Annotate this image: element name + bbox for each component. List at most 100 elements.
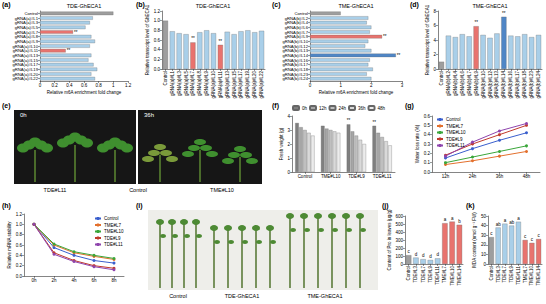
svg-text:TME#L10: TME#L10 — [446, 130, 466, 135]
svg-text:gRNA(a)#L17: gRNA(a)#L17 — [238, 71, 243, 99]
svg-text:0.4: 0.4 — [154, 47, 161, 52]
svg-text:a: a — [451, 216, 454, 221]
svg-text:gRNA(b)#L7: gRNA(b)#L7 — [467, 71, 472, 97]
svg-text:Control: Control — [104, 216, 119, 221]
svg-text:(k): (k) — [466, 202, 475, 210]
svg-text:TDE#L7: TDE#L7 — [421, 266, 426, 283]
svg-text:1.2: 1.2 — [154, 9, 161, 14]
svg-text:gRNA(a)#L19: gRNA(a)#L19 — [245, 71, 250, 99]
svg-text:3: 3 — [287, 128, 290, 133]
svg-text:c: c — [408, 249, 411, 254]
svg-text:0.8: 0.8 — [154, 28, 161, 33]
svg-text:0.1: 0.1 — [424, 160, 431, 165]
svg-text:gRNA(a)#L8: gRNA(a)#L8 — [197, 71, 202, 97]
svg-text:TDE#L9: TDE#L9 — [509, 266, 514, 283]
svg-text:(i): (i) — [136, 202, 143, 210]
svg-text:200: 200 — [395, 246, 403, 251]
svg-text:0.8: 0.8 — [96, 83, 103, 88]
svg-text:TME#L7: TME#L7 — [523, 266, 528, 284]
svg-text:gRNA(a)#L13: gRNA(a)#L13 — [225, 71, 230, 99]
svg-text:0.4: 0.4 — [16, 253, 23, 258]
svg-text:**: ** — [502, 11, 506, 16]
svg-text:(b): (b) — [136, 1, 145, 9]
svg-text:b: b — [458, 219, 461, 224]
svg-text:gRNA(b)#L18: gRNA(b)#L18 — [522, 71, 527, 99]
svg-text:36h: 36h — [358, 106, 366, 111]
svg-text:TME#L10: TME#L10 — [210, 187, 234, 193]
svg-text:MDA content (nmol g⁻¹ FW): MDA content (nmol g⁻¹ FW) — [472, 212, 477, 268]
svg-text:0.2: 0.2 — [154, 57, 161, 62]
svg-text:**: ** — [67, 48, 71, 53]
svg-text:TME#L10: TME#L10 — [321, 174, 341, 179]
svg-text:gRNA(b)#L6: gRNA(b)#L6 — [460, 71, 465, 97]
svg-text:TME#L10: TME#L10 — [104, 229, 124, 234]
svg-text:0.6: 0.6 — [424, 114, 431, 119]
svg-text:**: ** — [74, 30, 78, 35]
svg-text:gRNA(a)#L20: gRNA(a)#L20 — [252, 71, 257, 99]
svg-text:0: 0 — [433, 67, 436, 72]
svg-text:2: 2 — [370, 83, 373, 88]
svg-text:40: 40 — [481, 223, 487, 228]
svg-text:**: ** — [347, 118, 351, 123]
svg-text:gRNA(a)#L3: gRNA(a)#L3 — [177, 71, 182, 97]
svg-text:**: ** — [397, 53, 401, 58]
svg-text:1.2: 1.2 — [16, 212, 23, 217]
svg-text:TME#L7: TME#L7 — [446, 124, 464, 129]
svg-text:a: a — [444, 217, 447, 222]
svg-text:gRNA(b)#L10: gRNA(b)#L10 — [481, 71, 486, 99]
svg-text:**: ** — [474, 20, 478, 25]
svg-text:2: 2 — [287, 142, 290, 147]
svg-text:gRNA(b)#L12: gRNA(b)#L12 — [488, 71, 493, 99]
svg-text:TDE#L7: TDE#L7 — [502, 266, 507, 283]
svg-text:TDE#L11: TDE#L11 — [104, 242, 123, 247]
svg-text:0.5: 0.5 — [424, 123, 431, 128]
svg-text:0: 0 — [483, 262, 486, 267]
svg-text:TME#L14: TME#L14 — [536, 266, 541, 286]
svg-text:0.2: 0.2 — [16, 263, 23, 268]
svg-text:Control: Control — [446, 117, 461, 122]
svg-text:(e): (e) — [2, 102, 11, 110]
svg-text:gRNA(a)#L22: gRNA(a)#L22 — [259, 71, 264, 99]
svg-text:TDE-GhECA1: TDE-GhECA1 — [196, 3, 231, 9]
svg-text:TDE#L9: TDE#L9 — [446, 137, 463, 142]
svg-text:0.8: 0.8 — [16, 232, 23, 237]
svg-text:gRNA(a)#L1: gRNA(a)#L1 — [170, 71, 175, 97]
svg-text:gRNA(a)#L10: gRNA(a)#L10 — [211, 71, 216, 99]
svg-text:500: 500 — [395, 222, 403, 227]
svg-text:a: a — [517, 216, 520, 221]
svg-text:TME#L7: TME#L7 — [104, 223, 122, 228]
svg-text:(c): (c) — [272, 1, 281, 9]
svg-text:gRNA(b)#L2: gRNA(b)#L2 — [446, 71, 451, 97]
svg-text:gRNA(b)#L16: gRNA(b)#L16 — [508, 71, 513, 99]
svg-text:c: c — [490, 231, 493, 236]
svg-text:0: 0 — [309, 83, 312, 88]
svg-text:4h: 4h — [71, 278, 77, 283]
svg-text:0.3: 0.3 — [424, 142, 431, 147]
svg-text:**: ** — [372, 120, 376, 125]
svg-text:0.0: 0.0 — [424, 170, 431, 175]
svg-text:d: d — [422, 253, 425, 258]
svg-text:TDE#L3: TDE#L3 — [413, 266, 418, 283]
svg-text:Control: Control — [406, 266, 411, 281]
svg-text:1: 1 — [112, 83, 115, 88]
svg-text:TDE#L11: TDE#L11 — [44, 187, 67, 193]
svg-text:0: 0 — [287, 170, 290, 175]
svg-text:TDE-GhECA1: TDE-GhECA1 — [225, 293, 260, 299]
svg-text:2: 2 — [433, 52, 436, 57]
svg-text:48h: 48h — [523, 174, 531, 179]
svg-text:TME#L10: TME#L10 — [450, 266, 455, 286]
svg-text:0h: 0h — [20, 112, 27, 118]
svg-text:gRNA(b)#L13: gRNA(b)#L13 — [494, 71, 499, 99]
svg-text:TDE#L11: TDE#L11 — [516, 266, 521, 285]
svg-text:Relative mRNA stability: Relative mRNA stability — [7, 221, 12, 269]
svg-text:0.6: 0.6 — [16, 243, 23, 248]
svg-text:4: 4 — [433, 38, 436, 43]
svg-text:1.0: 1.0 — [154, 18, 161, 23]
svg-text:1: 1 — [339, 83, 342, 88]
svg-text:gRNA(a)#L5: gRNA(a)#L5 — [184, 71, 189, 97]
svg-text:0.6: 0.6 — [154, 38, 161, 43]
svg-text:0.2: 0.2 — [424, 151, 431, 156]
svg-text:c: c — [524, 234, 527, 239]
svg-text:**: ** — [219, 39, 223, 44]
svg-text:Relative m6A enrichment fold c: Relative m6A enrichment fold change — [47, 90, 122, 95]
